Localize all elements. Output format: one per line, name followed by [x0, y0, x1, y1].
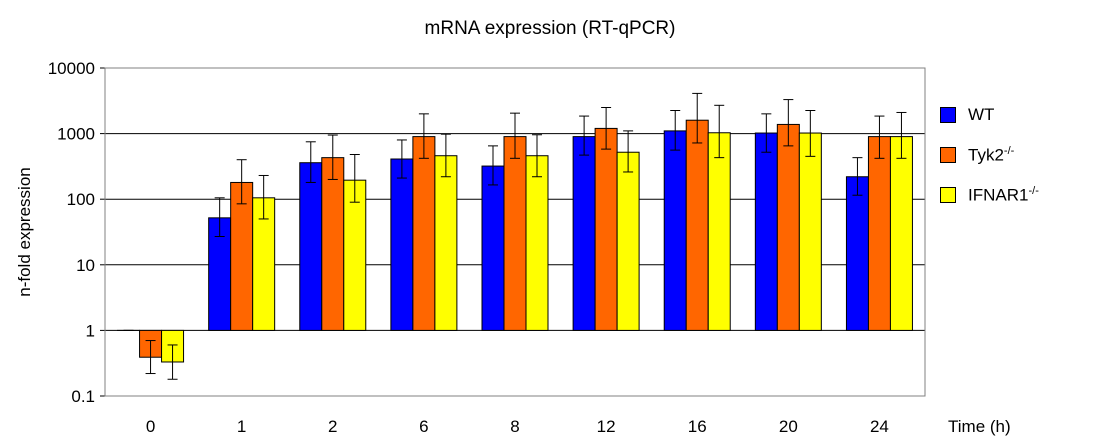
legend-label-base: WT — [968, 105, 995, 124]
bar — [412, 136, 436, 331]
legend-label: WT — [968, 105, 994, 125]
bar — [434, 155, 458, 331]
bar — [798, 132, 822, 331]
legend-label-base: Tyk2 — [968, 145, 1004, 165]
bar — [572, 136, 596, 331]
legend-item: IFNAR1-/- — [940, 184, 1039, 206]
x-tick-label: 1 — [237, 417, 246, 436]
bar — [776, 123, 800, 331]
legend-swatch — [940, 107, 956, 123]
bar — [867, 136, 891, 331]
x-tick-label: 6 — [419, 417, 428, 436]
legend-label: Tyk2-/- — [968, 145, 1014, 166]
x-axis-label: Time (h) — [948, 417, 1011, 436]
legend-item: Tyk2-/- — [940, 144, 1039, 166]
y-tick-label: 1 — [86, 321, 95, 340]
bar — [503, 136, 527, 331]
x-tick-label: 8 — [510, 417, 519, 436]
y-tick-label: 0.1 — [71, 387, 95, 406]
legend: WT Tyk2-/- IFNAR1-/- — [940, 104, 1039, 224]
bar — [889, 136, 913, 331]
x-tick-label: 2 — [328, 417, 337, 436]
bar — [343, 179, 367, 331]
bar — [321, 157, 345, 331]
legend-label-base: IFNAR1 — [968, 185, 1029, 205]
legend-label: IFNAR1-/- — [968, 185, 1039, 206]
y-axis-label: n-fold expression — [15, 167, 34, 296]
bar — [754, 132, 778, 331]
y-tick-label: 10 — [76, 256, 95, 275]
y-tick-label: 1000 — [57, 125, 95, 144]
legend-item: WT — [940, 104, 1039, 126]
chart-title: mRNA expression (RT-qPCR) — [424, 18, 676, 39]
legend-swatch — [940, 187, 956, 203]
bar — [594, 127, 618, 331]
bar — [299, 162, 323, 331]
legend-swatch — [940, 147, 956, 163]
x-tick-label: 0 — [146, 417, 155, 436]
legend-label-superscript: -/- — [1028, 184, 1039, 197]
x-tick-label: 16 — [688, 417, 707, 436]
bar — [707, 132, 731, 331]
bar — [390, 158, 414, 331]
legend-label-superscript: -/- — [1003, 144, 1015, 157]
plot-border — [104, 67, 926, 397]
y-tick-label: 10000 — [48, 59, 95, 78]
bar — [525, 155, 549, 331]
bar — [685, 119, 709, 331]
x-tick-label: 12 — [597, 417, 616, 436]
bar — [663, 130, 687, 331]
bar — [845, 176, 869, 331]
bar — [230, 181, 254, 331]
bar — [481, 165, 505, 331]
x-tick-label: 20 — [779, 417, 798, 436]
x-tick-label: 24 — [870, 417, 889, 436]
bar — [616, 151, 640, 331]
y-tick-label: 100 — [67, 190, 95, 209]
